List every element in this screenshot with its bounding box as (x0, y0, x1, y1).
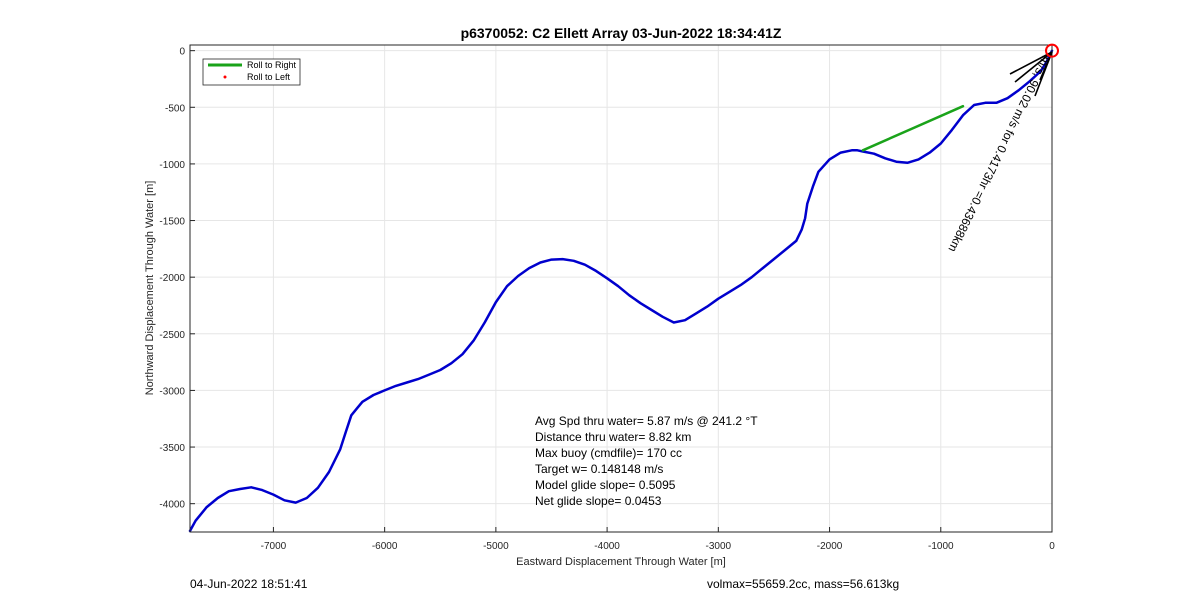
current-vector-line-1 (1009, 51, 1053, 75)
y-tick-label: -500 (165, 103, 185, 114)
legend-roll-right-label: Roll to Right (247, 60, 297, 70)
tick-labels: -7000 -6000 -5000 -4000 -3000 -2000 -1000 0 0 -50… (159, 47, 1055, 552)
track-line-series (188, 49, 1054, 533)
y-tick-label: -3500 (159, 443, 185, 454)
y-tick-label: -4000 (159, 500, 185, 511)
annotation-model-glide: Model glide slope= 0.5095 (535, 478, 676, 492)
y-tick-label: -3000 (159, 386, 185, 397)
roll-right-line-series (861, 104, 965, 152)
legend-roll-left-swatch (223, 75, 227, 79)
y-axis-label: Northward Displacement Through Water [m] (144, 181, 156, 396)
footer-date: 04-Jun-2022 18:51:41 (190, 577, 308, 591)
y-tick-label: -1000 (159, 160, 185, 171)
x-tick-label: -5000 (483, 541, 509, 552)
y-tick-label: -2000 (159, 273, 185, 284)
plot-frame (189, 44, 1053, 533)
stats-annotation: Avg Spd thru water= 5.87 m/s @ 241.2 °T … (535, 414, 758, 508)
x-tick-label: -4000 (594, 541, 620, 552)
chart-title: p6370052: C2 Ellett Array 03-Jun-2022 18… (461, 25, 782, 41)
current-vector-line-2 (1014, 51, 1053, 83)
legend-roll-left-label: Roll to Left (247, 72, 291, 82)
y-tick-label: -1500 (159, 217, 185, 228)
annotation-distance: Distance thru water= 8.82 km (535, 430, 691, 444)
annotation-max-buoy: Max buoy (cmdfile)= 170 cc (535, 446, 682, 460)
x-axis-label: Eastward Displacement Through Water [m] (516, 556, 726, 568)
start-marker (1045, 43, 1059, 58)
x-tick-label: -7000 (261, 541, 287, 552)
legend: Roll to Right Roll to Left (202, 58, 301, 86)
annotation-target-w: Target w= 0.148148 m/s (535, 462, 663, 476)
x-tick-label: 0 (1049, 541, 1055, 552)
x-tick-label: -2000 (817, 541, 843, 552)
footer-mass: volmax=55659.2cc, mass=56.613kg (707, 577, 900, 591)
x-tick-label: -3000 (706, 541, 732, 552)
x-tick-label: -1000 (928, 541, 954, 552)
annotation-net-glide: Net glide slope= 0.0453 (535, 494, 662, 508)
legend-box (202, 58, 301, 86)
annotation-avg-speed: Avg Spd thru water= 5.87 m/s @ 241.2 °T (535, 414, 758, 428)
y-tick-label: -2500 (159, 330, 185, 341)
x-tick-label: -6000 (372, 541, 398, 552)
y-tick-label: 0 (179, 47, 185, 58)
data-layer (188, 49, 1054, 533)
